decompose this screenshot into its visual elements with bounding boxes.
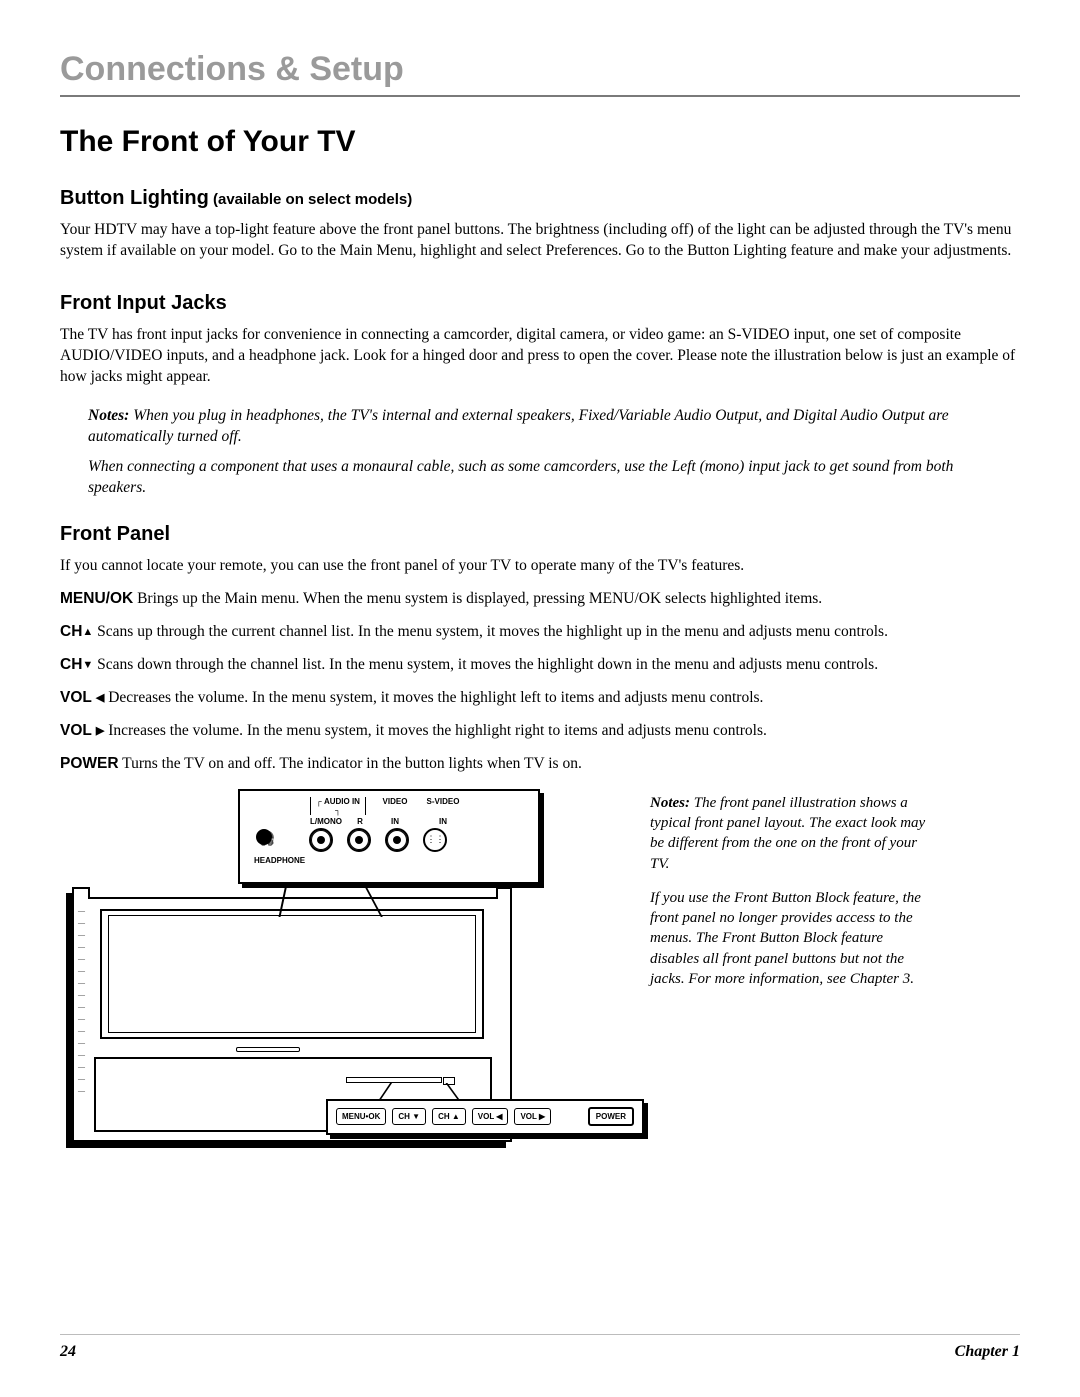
desc: Increases the volume. In the menu system… bbox=[104, 722, 767, 739]
lbl-lmono: L/MONO bbox=[310, 817, 340, 826]
def-vol-left: VOL ◀ Decreases the volume. In the menu … bbox=[60, 688, 1020, 709]
jack-label-row-bottom: L/MONO R IN IN bbox=[240, 817, 538, 828]
notes-front-input-jacks: Notes: When you plug in headphones, the … bbox=[60, 406, 1020, 500]
def-ch-down: CH▼ Scans down through the channel list.… bbox=[60, 655, 1020, 676]
lbl-r: R bbox=[354, 817, 366, 826]
diagram-side-notes: Notes: The front panel illustration show… bbox=[650, 787, 930, 1003]
def-ch-up: CH▲ Scans up through the current channel… bbox=[60, 622, 1020, 643]
def-power: POWER Turns the TV on and off. The indic… bbox=[60, 754, 1020, 775]
side-note-2: If you use the Front Button Block featur… bbox=[650, 888, 930, 989]
body-front-input-jacks: The TV has front input jacks for conveni… bbox=[60, 325, 1020, 388]
note-1: When you plug in headphones, the TV's in… bbox=[88, 407, 949, 445]
desc: Scans down through the channel list. In … bbox=[93, 656, 878, 673]
jack-r bbox=[347, 828, 371, 852]
section-heading-front-panel: Front Panel bbox=[60, 523, 1020, 546]
page-number: 24 bbox=[60, 1343, 76, 1361]
lbl-in2: IN bbox=[424, 817, 462, 826]
tv-side-slits: ———————————————— bbox=[78, 905, 88, 1097]
jack-lmono bbox=[309, 828, 333, 852]
section-heading-front-input-jacks: Front Input Jacks bbox=[60, 292, 1020, 315]
tv-top-bezel bbox=[88, 887, 498, 899]
body-front-panel-intro: If you cannot locate your remote, you ca… bbox=[60, 556, 1020, 577]
tv-screen-inner bbox=[108, 915, 476, 1033]
notes-label: Notes: bbox=[88, 407, 129, 424]
header-rule bbox=[60, 95, 1020, 97]
btn-power: POWER bbox=[588, 1107, 634, 1126]
jack-label-row-top: ┌ AUDIO IN ┐ VIDEO S-VIDEO bbox=[240, 791, 538, 817]
heading-sub: (available on select models) bbox=[209, 191, 412, 208]
lbl-headphone: HEADPHONE bbox=[240, 852, 538, 865]
button-panel: MENU•OK CH ▼ CH ▲ VOL ◀ VOL ▶ POWER bbox=[326, 1099, 644, 1135]
term: CH▲ bbox=[60, 623, 93, 640]
chapter-label: Chapter 1 bbox=[955, 1343, 1020, 1361]
page-footer: 24 Chapter 1 bbox=[60, 1334, 1020, 1361]
lbl-audio-in: AUDIO IN bbox=[324, 797, 360, 806]
desc: Brings up the Main menu. When the menu s… bbox=[133, 590, 822, 607]
lbl-video: VIDEO bbox=[380, 797, 410, 815]
chapter-header: Connections & Setup bbox=[60, 50, 1020, 89]
body-button-lighting: Your HDTV may have a top-light feature a… bbox=[60, 220, 1020, 262]
diagram-row: ———————————————— ┌ AUDIO IN ┐ VIDEO S-VI… bbox=[60, 787, 1020, 1157]
term: MENU/OK bbox=[60, 590, 133, 607]
jack-headphone-hole bbox=[256, 829, 272, 850]
jack-panel: ┌ AUDIO IN ┐ VIDEO S-VIDEO L/MONO R IN I… bbox=[238, 789, 540, 884]
def-menu-ok: MENU/OK Brings up the Main menu. When th… bbox=[60, 589, 1020, 610]
btn-vol-right: VOL ▶ bbox=[514, 1108, 551, 1125]
jack-video bbox=[385, 828, 409, 852]
lbl-svideo: S-VIDEO bbox=[424, 797, 462, 815]
side-notes-label: Notes: bbox=[650, 795, 690, 811]
tv-diagram: ———————————————— ┌ AUDIO IN ┐ VIDEO S-VI… bbox=[60, 787, 620, 1157]
jack-row: 🎧 ⋮⋮ bbox=[240, 828, 538, 852]
note-2: When connecting a component that uses a … bbox=[88, 457, 1000, 499]
btn-ch-up: CH ▲ bbox=[432, 1108, 466, 1125]
def-vol-right: VOL ▶ Increases the volume. In the menu … bbox=[60, 721, 1020, 742]
desc: Decreases the volume. In the menu system… bbox=[104, 689, 763, 706]
tv-button-strip bbox=[346, 1077, 442, 1083]
heading-text: Button Lighting bbox=[60, 187, 209, 209]
lbl-in1: IN bbox=[380, 817, 410, 826]
term: POWER bbox=[60, 755, 119, 772]
btn-menu-ok: MENU•OK bbox=[336, 1108, 386, 1125]
btn-ch-down: CH ▼ bbox=[392, 1108, 426, 1125]
term: CH▼ bbox=[60, 656, 93, 673]
side-note-1: The front panel illustration shows a typ… bbox=[650, 795, 925, 872]
desc: Scans up through the current channel lis… bbox=[93, 623, 888, 640]
term: VOL ▶ bbox=[60, 722, 104, 739]
btn-vol-left: VOL ◀ bbox=[472, 1108, 509, 1125]
tv-center-slit bbox=[236, 1047, 300, 1052]
term: VOL ◀ bbox=[60, 689, 104, 706]
section-heading-button-lighting: Button Lighting (available on select mod… bbox=[60, 187, 1020, 210]
jack-svideo: ⋮⋮ bbox=[423, 828, 447, 852]
desc: Turns the TV on and off. The indicator i… bbox=[119, 755, 582, 772]
page-title: The Front of Your TV bbox=[60, 125, 1020, 159]
